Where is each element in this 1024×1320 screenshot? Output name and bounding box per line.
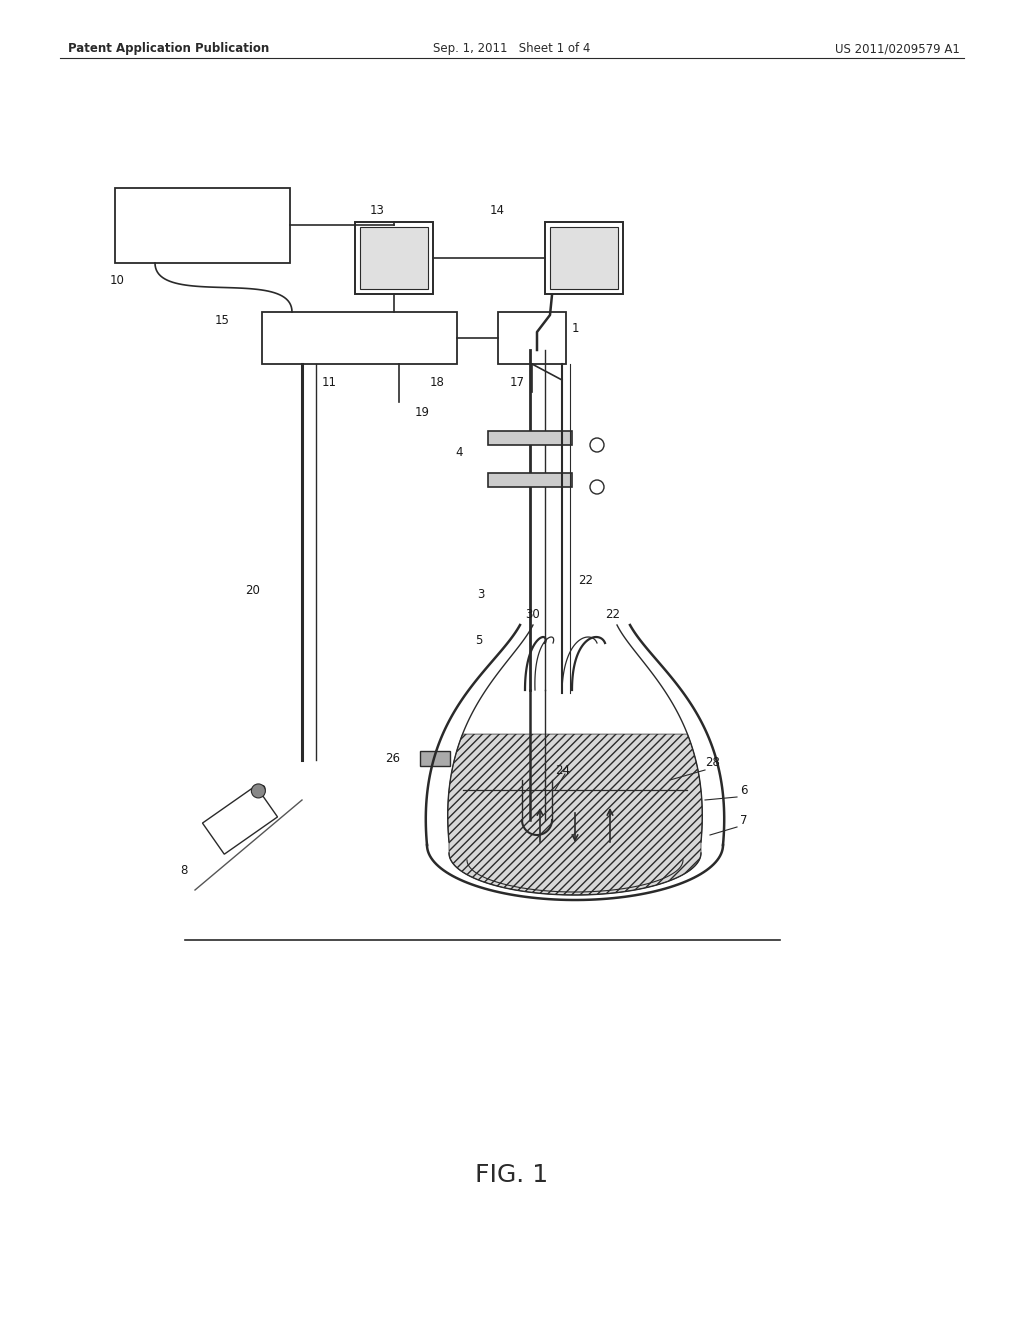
Bar bbox=[488, 473, 572, 487]
Text: 1: 1 bbox=[572, 322, 580, 334]
Text: FIG. 1: FIG. 1 bbox=[475, 1163, 549, 1187]
Text: 8: 8 bbox=[180, 863, 187, 876]
Text: 15: 15 bbox=[215, 314, 229, 326]
Text: 28: 28 bbox=[705, 755, 720, 768]
Text: 3: 3 bbox=[477, 589, 484, 602]
Text: 11: 11 bbox=[322, 375, 337, 388]
Text: 9: 9 bbox=[258, 784, 265, 796]
Text: 18: 18 bbox=[430, 375, 444, 388]
Bar bbox=[115, 187, 290, 263]
Text: 17: 17 bbox=[510, 375, 525, 388]
Text: Sep. 1, 2011   Sheet 1 of 4: Sep. 1, 2011 Sheet 1 of 4 bbox=[433, 42, 591, 55]
Bar bbox=[545, 222, 623, 294]
Text: 22: 22 bbox=[605, 609, 620, 622]
Text: Patent Application Publication: Patent Application Publication bbox=[68, 42, 269, 55]
Polygon shape bbox=[447, 734, 702, 895]
Text: 14: 14 bbox=[490, 203, 505, 216]
Text: US 2011/0209579 A1: US 2011/0209579 A1 bbox=[836, 42, 961, 55]
Text: 6: 6 bbox=[740, 784, 748, 796]
Text: 30: 30 bbox=[525, 609, 540, 622]
Circle shape bbox=[251, 784, 265, 797]
Text: 10: 10 bbox=[110, 275, 125, 288]
Text: 24: 24 bbox=[555, 763, 570, 776]
Text: 7: 7 bbox=[740, 813, 748, 826]
Bar bbox=[355, 222, 433, 294]
Bar bbox=[360, 227, 428, 289]
Bar bbox=[498, 312, 566, 364]
Text: 20: 20 bbox=[245, 583, 260, 597]
Text: 4: 4 bbox=[455, 446, 463, 458]
Bar bbox=[488, 432, 572, 445]
Bar bbox=[262, 312, 457, 364]
Text: 19: 19 bbox=[415, 405, 430, 418]
Polygon shape bbox=[203, 785, 278, 854]
Text: 5: 5 bbox=[475, 634, 482, 647]
Text: 26: 26 bbox=[385, 751, 400, 764]
Bar bbox=[420, 751, 450, 766]
Text: 22: 22 bbox=[578, 573, 593, 586]
Text: 13: 13 bbox=[370, 203, 385, 216]
Bar bbox=[550, 227, 618, 289]
